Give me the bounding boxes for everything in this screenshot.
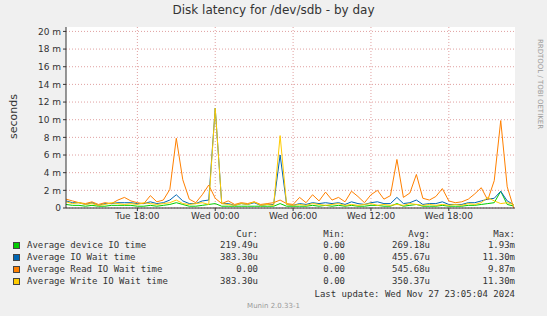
svg-text:8 m: 8 m bbox=[44, 133, 61, 143]
svg-text:10 m: 10 m bbox=[38, 115, 61, 125]
html-text:RRDTOOL / TOBI OETIKER: RRDTOOL / TOBI OETIKER bbox=[536, 38, 544, 130]
html-text:11.30m: 11.30m bbox=[482, 252, 515, 262]
svg-text:18 m: 18 m bbox=[38, 44, 61, 54]
html-text:269.18u: 269.18u bbox=[392, 240, 430, 250]
svg-text:16 m: 16 m bbox=[38, 62, 61, 72]
svg-text:Wed 06:00: Wed 06:00 bbox=[269, 211, 318, 221]
svg-text:12 m: 12 m bbox=[38, 97, 61, 107]
svg-text:4 m: 4 m bbox=[44, 168, 61, 178]
html-text:219.49u: 219.49u bbox=[220, 240, 258, 250]
html-text:Last update: Wed Nov 27 23:05:: Last update: Wed Nov 27 23:05:04 2024 bbox=[314, 289, 515, 299]
html-text:Average device IO time: Average device IO time bbox=[27, 240, 147, 250]
svg-text:Wed 18:00: Wed 18:00 bbox=[425, 211, 474, 221]
svg-text:2 m: 2 m bbox=[44, 186, 61, 196]
html-text:1.93m: 1.93m bbox=[487, 240, 515, 250]
html-text:0.00: 0.00 bbox=[323, 276, 345, 286]
svg-text:6 m: 6 m bbox=[44, 150, 61, 160]
html-text:350.37u: 350.37u bbox=[392, 276, 430, 286]
html-text:455.67u: 455.67u bbox=[392, 252, 430, 262]
html-text:9.87m: 9.87m bbox=[487, 264, 515, 274]
html-text:Munin 2.0.33-1: Munin 2.0.33-1 bbox=[247, 302, 300, 310]
svg-text:Wed 12:00: Wed 12:00 bbox=[347, 211, 396, 221]
html-text:11.30m: 11.30m bbox=[482, 276, 515, 286]
html-text:Average IO Wait time: Average IO Wait time bbox=[27, 252, 136, 262]
svg-text:Wed 00:00: Wed 00:00 bbox=[191, 211, 240, 221]
html-text:383.30u: 383.30u bbox=[220, 276, 258, 286]
html-text:383.30u: 383.30u bbox=[220, 252, 258, 262]
svg-text:14 m: 14 m bbox=[38, 80, 61, 90]
html-text:0.00: 0.00 bbox=[323, 264, 345, 274]
html-text:545.68u: 545.68u bbox=[392, 264, 430, 274]
html-text:Min:: Min: bbox=[323, 229, 345, 239]
html-text:Max:: Max: bbox=[493, 229, 515, 239]
svg-text:0: 0 bbox=[55, 203, 61, 213]
svg-text:20 m: 20 m bbox=[38, 27, 61, 37]
html-text:Average Write IO Wait time: Average Write IO Wait time bbox=[27, 276, 168, 286]
svg-text:Tue 18:00: Tue 18:00 bbox=[114, 211, 159, 221]
html-text:Average Read IO Wait time: Average Read IO Wait time bbox=[27, 264, 163, 274]
html-text:0.00: 0.00 bbox=[323, 240, 345, 250]
html-text:seconds: seconds bbox=[6, 94, 20, 139]
html-text:Disk latency for /dev/sdb - by: Disk latency for /dev/sdb - by day bbox=[172, 3, 375, 17]
html-text:Avg:: Avg: bbox=[408, 229, 430, 239]
html-text:0.00: 0.00 bbox=[236, 264, 258, 274]
html-text:0.00: 0.00 bbox=[323, 252, 345, 262]
html-text:Cur:: Cur: bbox=[236, 229, 258, 239]
